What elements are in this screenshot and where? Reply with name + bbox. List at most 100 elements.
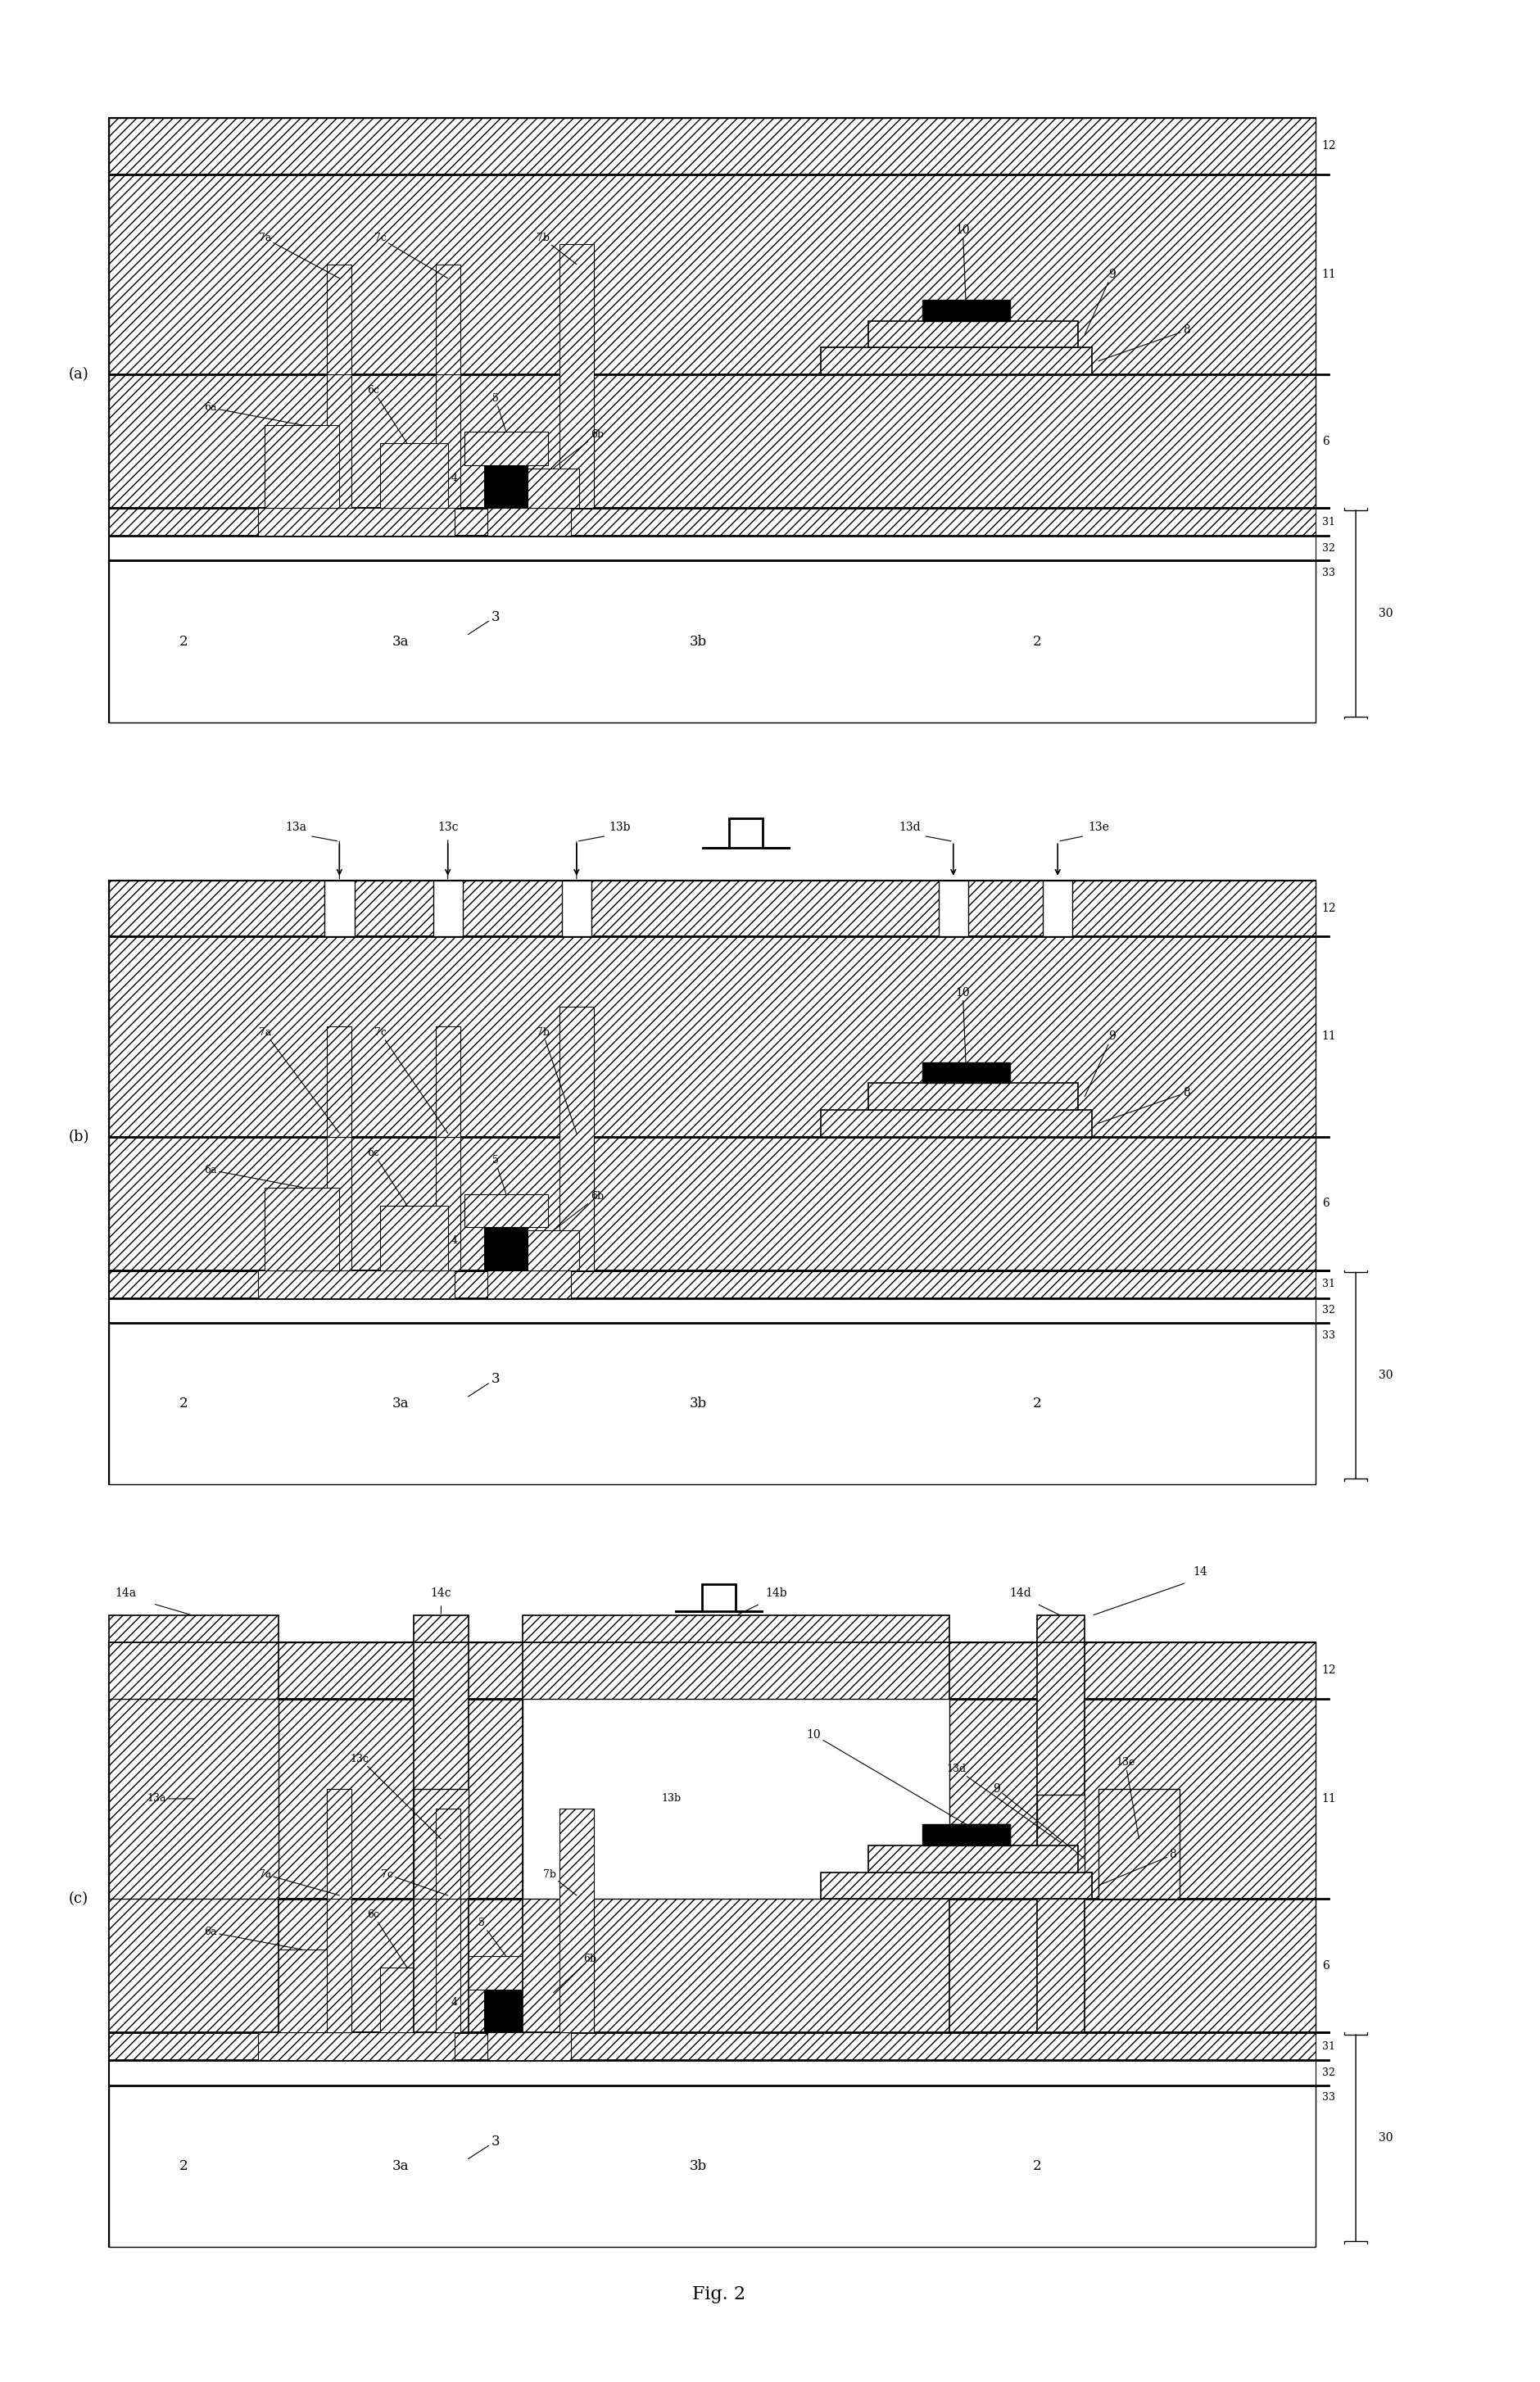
Text: 13d: 13d <box>946 1763 1061 1844</box>
Text: 7b: 7b <box>536 233 576 264</box>
Text: 32: 32 <box>1321 2068 1335 2077</box>
Text: 6: 6 <box>1321 436 1329 448</box>
Text: 13b: 13b <box>610 822 631 834</box>
Bar <box>869 1084 1078 1110</box>
Text: 33: 33 <box>1321 1329 1335 1341</box>
Text: 14b: 14b <box>765 1586 787 1598</box>
Bar <box>259 2032 454 2060</box>
Bar <box>436 1027 460 1136</box>
Text: 9: 9 <box>993 1784 1084 1858</box>
Bar <box>1038 1615 1084 1644</box>
Text: 4: 4 <box>451 472 457 484</box>
Text: 2: 2 <box>179 634 188 648</box>
Bar <box>109 536 1315 560</box>
Bar <box>436 1898 460 2032</box>
Bar <box>436 264 460 374</box>
Text: 14a: 14a <box>116 1586 137 1598</box>
Text: 3a: 3a <box>393 1396 408 1410</box>
Bar <box>436 374 460 507</box>
Text: 13c: 13c <box>437 822 459 834</box>
Bar <box>559 1008 593 1270</box>
Bar <box>109 374 1315 507</box>
Bar <box>464 1956 548 1989</box>
Text: 6c: 6c <box>367 1910 407 1968</box>
Bar <box>414 1789 468 1898</box>
Bar <box>109 507 1315 536</box>
Text: 3b: 3b <box>690 634 707 648</box>
Bar <box>869 1846 1078 1872</box>
Bar <box>1038 1644 1084 2032</box>
Bar <box>109 1698 279 1898</box>
Bar <box>485 1227 528 1270</box>
Bar <box>522 1644 949 2032</box>
Text: 13d: 13d <box>899 822 921 834</box>
Text: 4: 4 <box>451 1234 457 1246</box>
Text: 33: 33 <box>1321 567 1335 579</box>
Bar <box>464 1193 548 1227</box>
Bar <box>326 1898 351 2032</box>
Text: 6c: 6c <box>367 1148 407 1205</box>
Bar <box>485 464 528 507</box>
Bar <box>259 507 454 536</box>
Bar <box>109 1136 1315 1270</box>
Bar <box>821 1110 1092 1136</box>
Text: 33: 33 <box>1321 2091 1335 2103</box>
Text: 32: 32 <box>1321 1305 1335 1315</box>
Text: (a): (a) <box>68 367 89 381</box>
Text: 30: 30 <box>1378 2132 1394 2144</box>
Text: 14: 14 <box>1192 1567 1207 1577</box>
Text: 7b: 7b <box>544 1870 576 1896</box>
Text: 13a: 13a <box>146 1794 194 1803</box>
Text: 7c: 7c <box>380 1870 448 1896</box>
Bar <box>109 1270 1315 1298</box>
Polygon shape <box>702 819 790 848</box>
Text: 3b: 3b <box>690 2158 707 2172</box>
Bar <box>109 1298 1315 1322</box>
Text: 32: 32 <box>1321 543 1335 553</box>
Bar <box>326 264 351 374</box>
Text: 8: 8 <box>1098 324 1190 362</box>
Text: 5: 5 <box>479 1918 507 1956</box>
Bar <box>109 560 1315 722</box>
Bar <box>433 881 462 936</box>
Bar <box>528 1231 579 1270</box>
Bar <box>436 1136 460 1270</box>
Text: 9: 9 <box>1084 269 1115 333</box>
Bar <box>922 1825 1010 1846</box>
Bar <box>109 881 1315 1484</box>
Text: 6a: 6a <box>205 1165 302 1186</box>
Bar <box>109 117 1315 722</box>
Bar <box>265 1948 339 2032</box>
Text: 11: 11 <box>1321 1031 1337 1043</box>
Bar <box>109 1322 1315 1484</box>
Text: 7a: 7a <box>259 1027 339 1134</box>
Text: 12: 12 <box>1321 141 1337 152</box>
Bar <box>821 348 1092 374</box>
Text: 8: 8 <box>1098 1086 1190 1124</box>
Text: 10: 10 <box>956 986 970 1072</box>
Bar <box>559 1770 593 2032</box>
Bar <box>259 1270 454 1298</box>
Bar <box>869 1846 1078 1872</box>
Text: 13e: 13e <box>1087 822 1109 834</box>
Bar <box>109 174 1315 374</box>
Bar <box>436 1789 460 1898</box>
Bar <box>414 1644 468 2032</box>
Text: 6a: 6a <box>205 1927 302 1948</box>
Bar <box>326 1027 351 1136</box>
Bar <box>326 374 351 507</box>
Text: 2: 2 <box>179 1396 188 1410</box>
Bar <box>821 1872 1092 1898</box>
Text: 3: 3 <box>468 2134 499 2158</box>
Bar <box>109 2060 1315 2084</box>
Bar <box>1098 1789 1180 1898</box>
Text: 3a: 3a <box>393 2158 408 2172</box>
Bar <box>922 1825 1010 1846</box>
Text: 3: 3 <box>468 1372 499 1396</box>
Bar <box>559 245 593 507</box>
Text: 13c: 13c <box>350 1753 440 1839</box>
Text: 10: 10 <box>956 224 970 310</box>
Text: 6: 6 <box>1321 1198 1329 1210</box>
Bar <box>464 431 548 464</box>
Bar <box>326 1136 351 1270</box>
